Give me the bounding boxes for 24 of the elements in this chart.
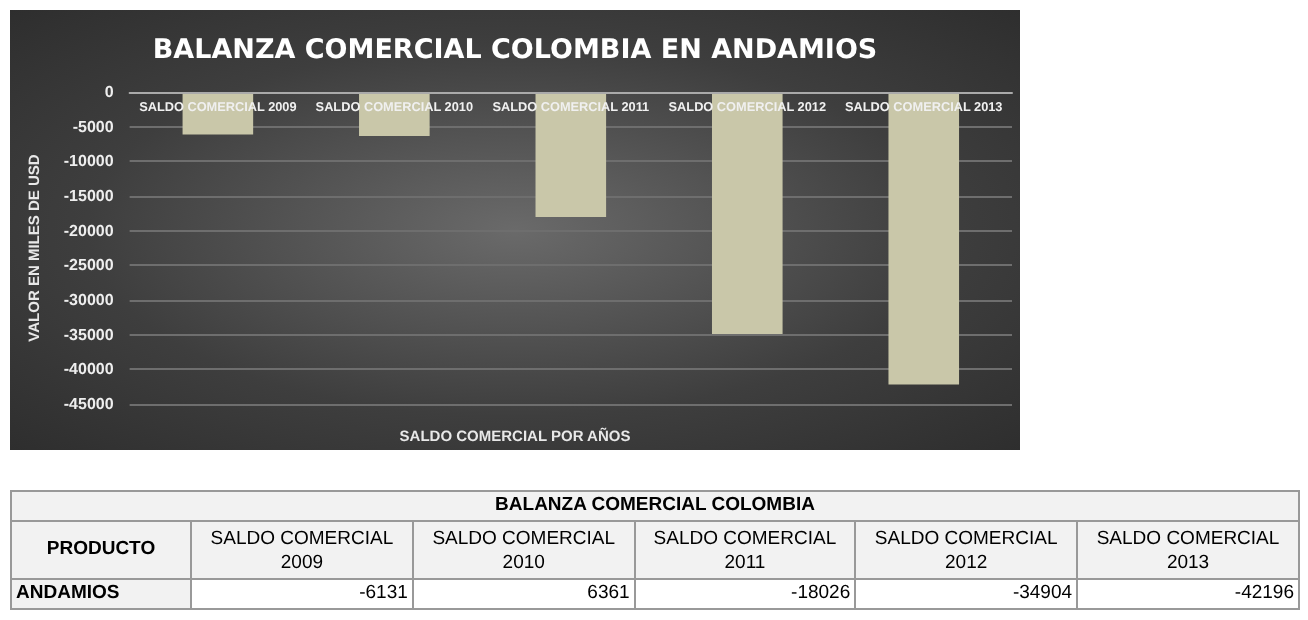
y-tick-label: -45000 [63,395,115,413]
category-label: SALDO COMERCIAL 2012 [874,528,1058,574]
text: ANDAMIOS [11,579,191,609]
y-tick-label: -35000 [63,325,115,344]
text: 6361 [412,579,635,609]
y-tick-label: 0 [104,83,115,101]
text: -18026 [634,579,856,609]
y-tick-label: -25000 [63,256,115,275]
category-label: SALDO COMERCIAL 2011 [653,528,837,574]
category-label: SALDO COMERCIAL 2009 [210,528,394,574]
text: -6131 [191,579,413,609]
y-tick-label: -15000 [63,187,115,205]
y-tick-label: -5000 [72,117,115,136]
category-label: SALDO COMERCIAL 2010 [432,528,616,574]
y-tick-label: -20000 [63,221,115,240]
chart-title: BALANZA COMERCIAL COLOMBIA EN ANDAMIOS [152,34,878,66]
category-label: SALDO COMERCIAL 2013 [1096,528,1280,574]
y-tick-label: -10000 [63,152,115,171]
text: -42196 [1077,579,1299,609]
y-tick-label: -30000 [63,291,115,309]
text: BALANZA COMERCIAL COLOMBIA [11,491,1299,521]
y-tick-label: -40000 [63,360,115,379]
text: -34904 [855,579,1078,609]
text: PRODUCTO [11,521,191,579]
